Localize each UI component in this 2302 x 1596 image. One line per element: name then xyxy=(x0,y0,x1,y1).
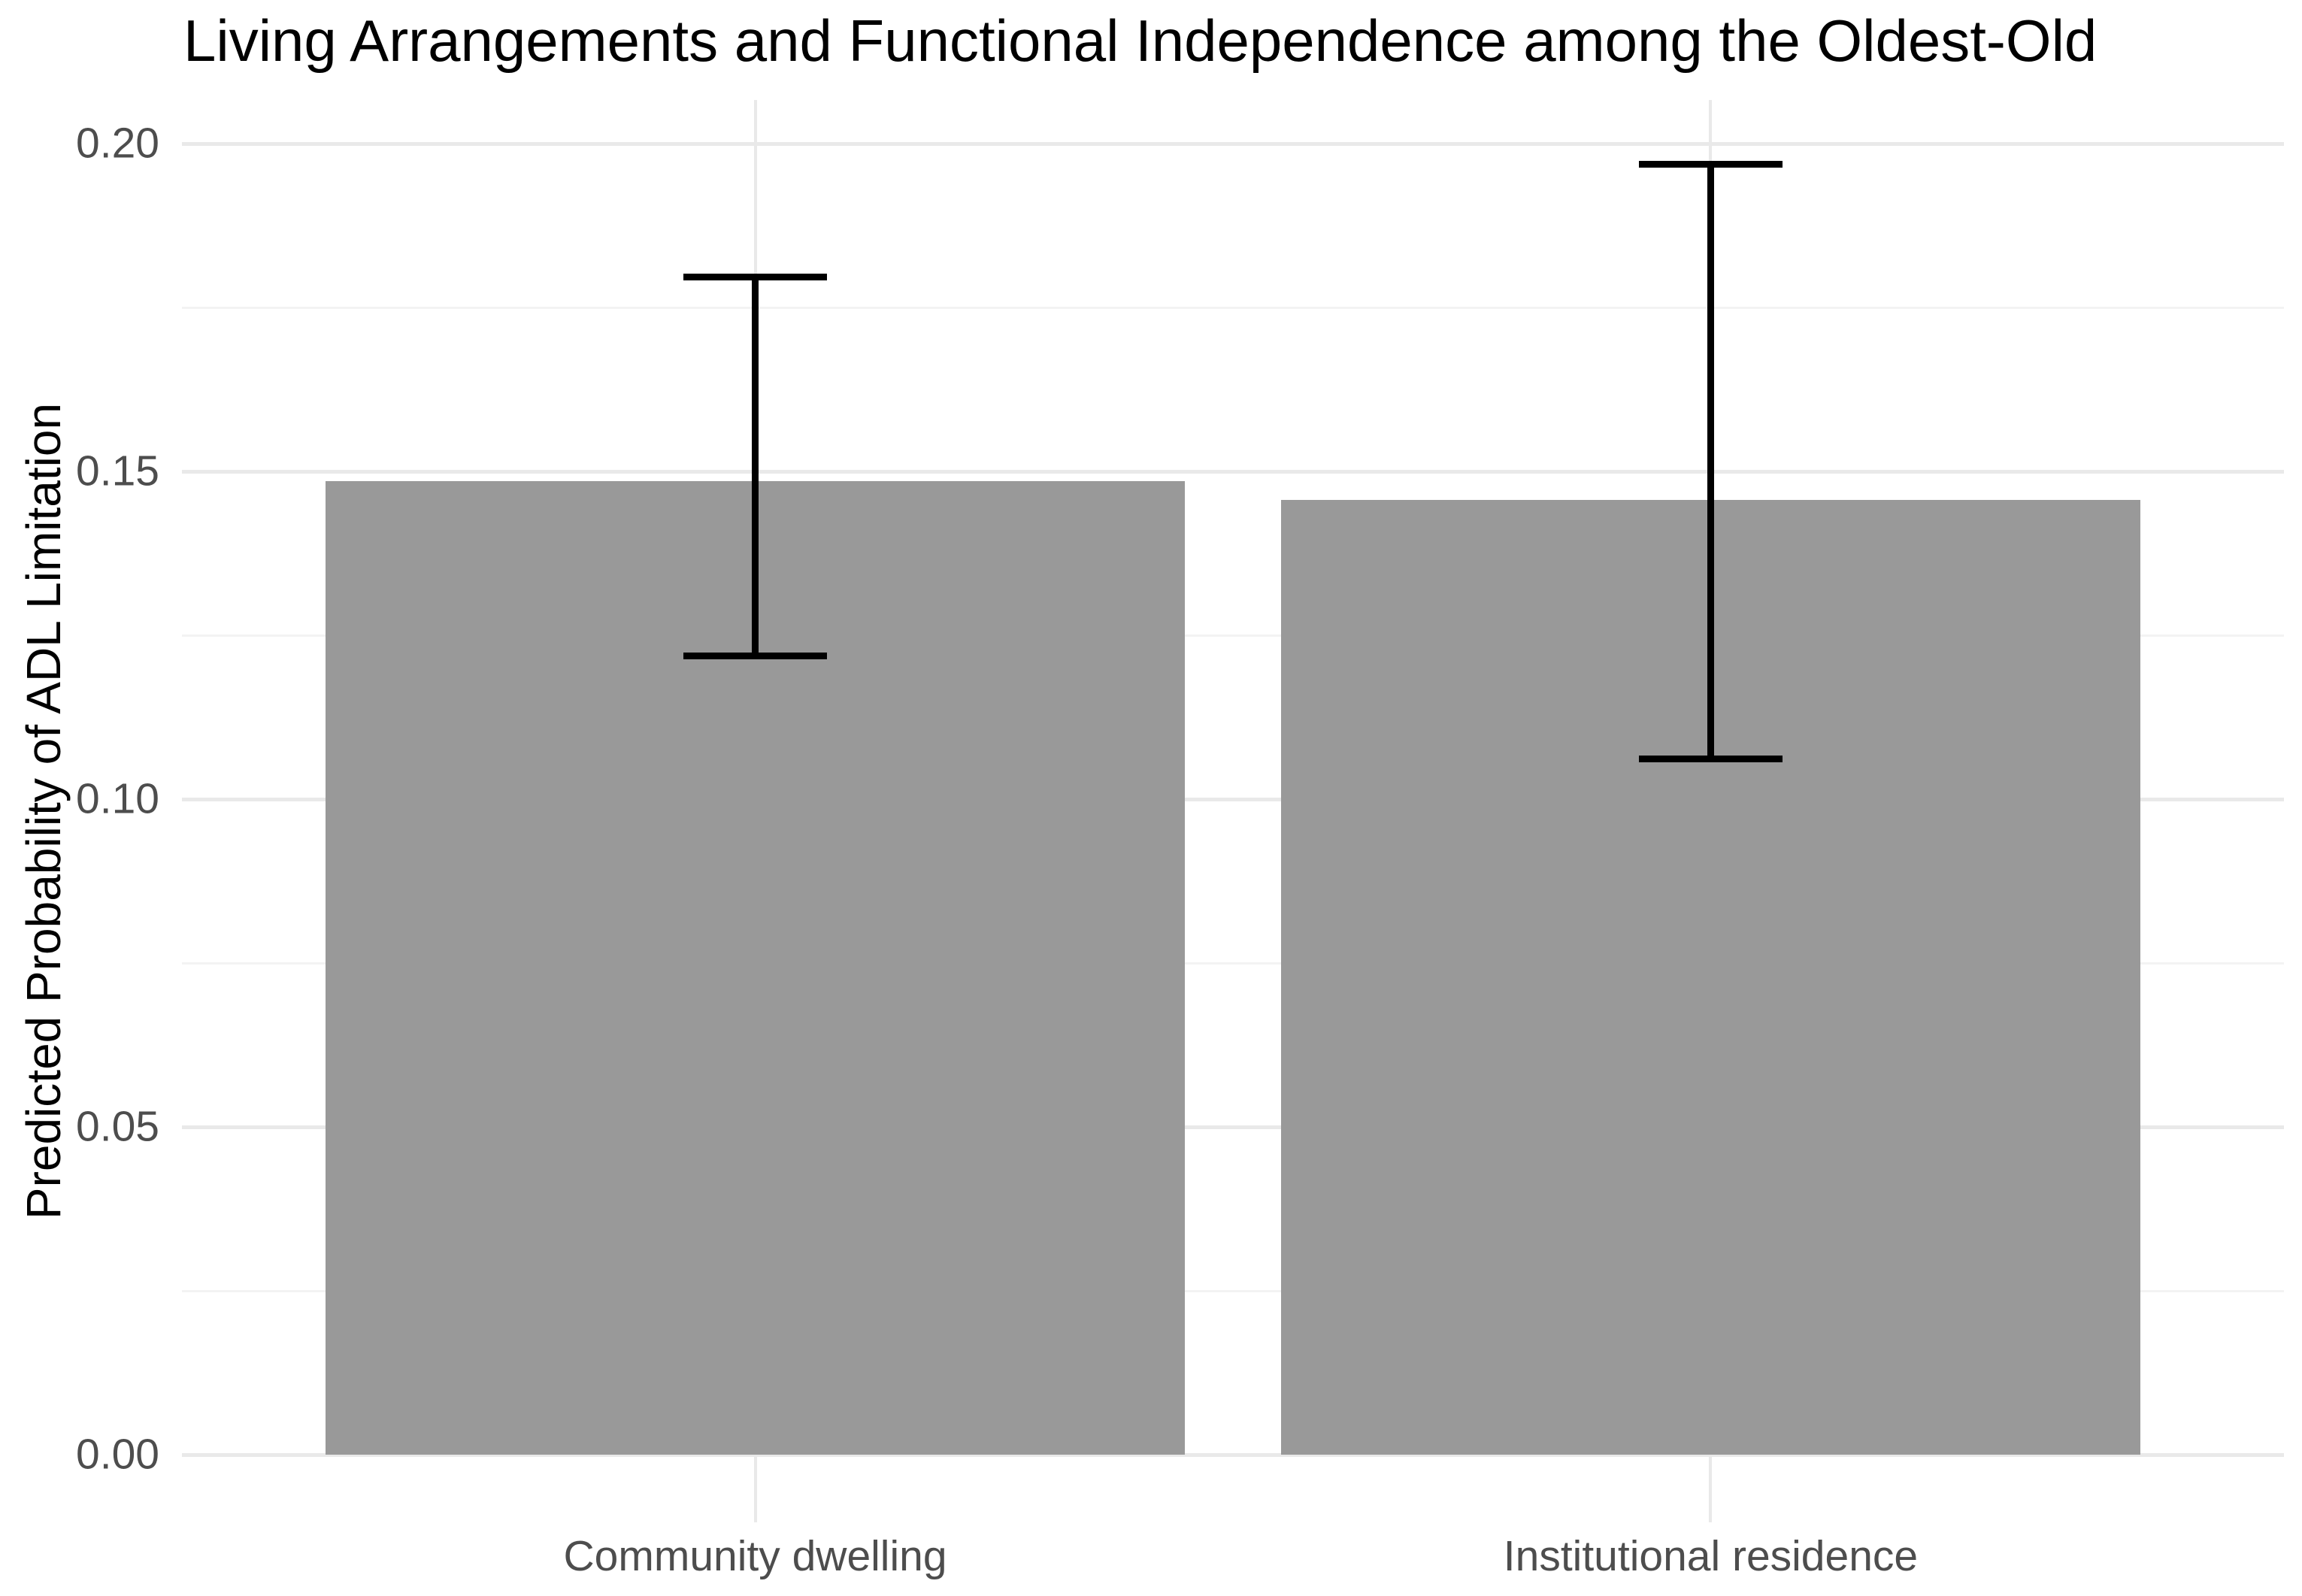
error-bar-line xyxy=(1707,164,1714,759)
major-gridline xyxy=(182,797,2284,801)
chart-title: Living Arrangements and Functional Indep… xyxy=(183,8,2098,74)
y-tick-label: 0.00 xyxy=(76,1430,159,1479)
y-tick-label: 0.20 xyxy=(76,119,159,168)
major-gridline xyxy=(182,141,2284,146)
x-tick-label: Institutional residence xyxy=(1503,1532,1919,1580)
major-gridline xyxy=(182,1125,2284,1129)
y-tick-label: 0.05 xyxy=(76,1102,159,1151)
error-bar-cap-top xyxy=(1639,160,1783,168)
error-bar-line xyxy=(752,277,759,656)
minor-gridline xyxy=(182,306,2284,309)
error-bar-cap-bottom xyxy=(683,652,827,659)
minor-gridline xyxy=(182,634,2284,637)
error-bar-cap-bottom xyxy=(1639,756,1783,763)
minor-gridline xyxy=(182,1289,2284,1292)
x-tick-label: Community dwelling xyxy=(563,1532,947,1580)
major-gridline xyxy=(182,1452,2284,1457)
error-bar-cap-top xyxy=(683,273,827,280)
y-tick-label: 0.10 xyxy=(76,774,159,823)
plot-panel xyxy=(182,100,2284,1522)
minor-gridline xyxy=(182,962,2284,965)
y-tick-label: 0.15 xyxy=(76,447,159,495)
major-gridline xyxy=(182,469,2284,474)
